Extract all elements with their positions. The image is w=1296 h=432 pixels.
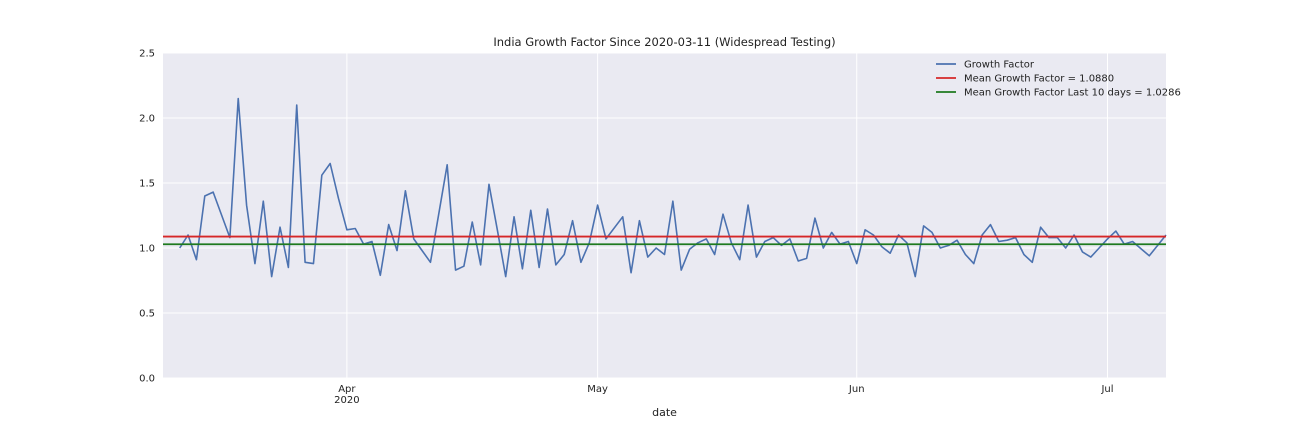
y-tick-label: 2.5 (139, 49, 155, 60)
y-tick-label: 1.0 (139, 244, 155, 255)
chart-title: India Growth Factor Since 2020-03-11 (Wi… (493, 35, 835, 49)
grid-lines (163, 52, 1166, 379)
x-tick-label: Jul (1100, 384, 1113, 395)
y-tick-label: 1.5 (139, 179, 155, 190)
growth-factor-line (179, 97, 1167, 278)
y-axis-ticks: 0.0 0.5 1.0 1.5 2.0 2.5 (139, 49, 155, 385)
y-tick-label: 2.0 (139, 114, 155, 125)
series-layer (163, 97, 1167, 278)
legend: Growth Factor Mean Growth Factor = 1.0880… (936, 60, 1181, 99)
y-tick-label: 0.5 (139, 309, 155, 320)
x-axis-label: date (652, 406, 677, 419)
y-tick-label: 0.0 (139, 374, 155, 385)
x-tick-sublabel: 2020 (334, 395, 359, 406)
legend-label: Mean Growth Factor Last 10 days = 1.0286 (964, 88, 1181, 99)
x-tick-label: Jun (848, 384, 865, 395)
x-tick-label: Apr (338, 384, 356, 395)
x-tick-label: May (587, 384, 608, 395)
legend-label: Mean Growth Factor = 1.0880 (964, 74, 1114, 85)
legend-label: Growth Factor (964, 60, 1035, 71)
plot-background (163, 53, 1166, 378)
